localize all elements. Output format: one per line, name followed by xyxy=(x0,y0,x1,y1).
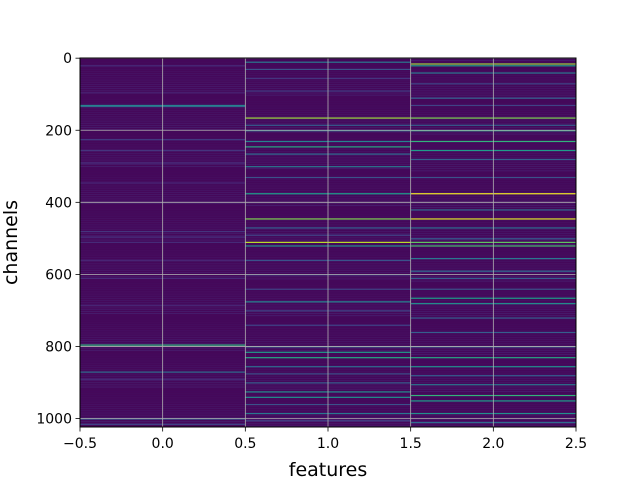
y-axis: 0 200 400 600 800 1000 xyxy=(36,51,80,428)
y-tick-label: 1000 xyxy=(36,412,72,428)
x-tick-label: 0.0 xyxy=(152,436,174,452)
x-axis: −0.5 0.0 0.5 1.0 1.5 2.0 2.5 xyxy=(63,427,587,452)
y-tick-label: 400 xyxy=(45,195,72,211)
y-axis-label: channels xyxy=(0,200,22,285)
x-tick-label: 2.5 xyxy=(565,436,587,452)
y-tick-label: 600 xyxy=(45,267,72,283)
x-tick-label: −0.5 xyxy=(63,436,97,452)
x-axis-label: features xyxy=(289,459,368,480)
y-tick-label: 200 xyxy=(45,123,72,139)
y-tick-label: 0 xyxy=(63,51,72,67)
x-tick-label: 0.5 xyxy=(234,436,256,452)
x-tick-label: 1.0 xyxy=(317,436,339,452)
y-tick-label: 800 xyxy=(45,339,72,355)
x-tick-label: 2.0 xyxy=(482,436,504,452)
x-tick-label: 1.5 xyxy=(400,436,422,452)
